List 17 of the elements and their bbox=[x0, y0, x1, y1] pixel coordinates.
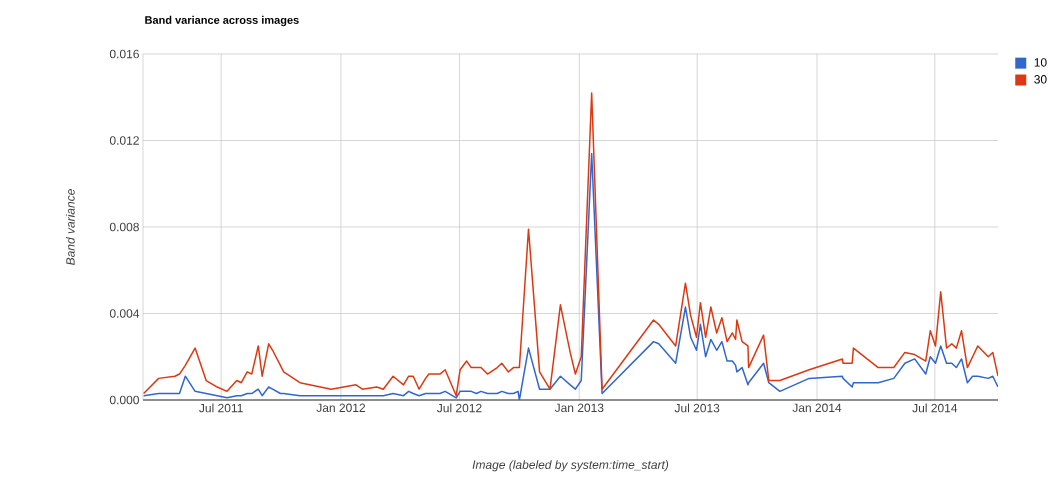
legend-label: 30 bbox=[1034, 75, 1047, 84]
x-tick-label: Jul 2012 bbox=[436, 403, 482, 413]
y-tick-label: 0.012 bbox=[109, 136, 139, 145]
x-tick-label: Jan 2013 bbox=[554, 403, 604, 413]
x-tick-label: Jul 2011 bbox=[199, 403, 243, 413]
y-tick-label: 0.016 bbox=[109, 49, 139, 59]
x-tick-label: Jan 2014 bbox=[792, 403, 842, 413]
x-tick-label: Jul 2014 bbox=[912, 403, 958, 413]
x-axis-title: Image (labeled by system:time_start) bbox=[472, 460, 669, 472]
legend-label: 10 bbox=[1034, 58, 1047, 67]
x-tick-label: Jan 2012 bbox=[316, 403, 366, 413]
y-tick-label: 0.004 bbox=[109, 309, 140, 318]
x-tick-label: Jul 2013 bbox=[674, 403, 720, 413]
y-axis-title: Band variance bbox=[65, 189, 75, 265]
y-tick-label: 0.000 bbox=[109, 395, 139, 405]
y-tick-label: 0.008 bbox=[109, 222, 139, 232]
chart-title: Band variance across images bbox=[145, 15, 299, 27]
